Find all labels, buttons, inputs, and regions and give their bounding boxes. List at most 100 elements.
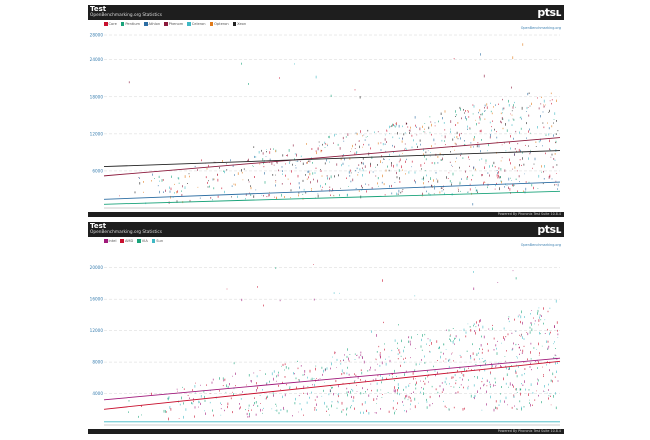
data-point	[340, 187, 341, 189]
data-point	[356, 354, 358, 356]
data-point	[229, 383, 230, 386]
data-point	[521, 408, 522, 411]
data-point	[406, 148, 407, 150]
data-point	[287, 178, 289, 180]
data-point	[490, 373, 491, 375]
data-point	[364, 401, 366, 404]
data-point	[383, 321, 384, 324]
data-point	[554, 354, 556, 356]
data-point	[491, 126, 492, 128]
data-point	[527, 332, 529, 336]
data-point	[473, 271, 474, 273]
data-point	[497, 282, 499, 283]
data-point	[397, 383, 399, 386]
data-point	[487, 172, 489, 174]
data-point	[326, 367, 328, 370]
data-point	[217, 173, 218, 176]
data-point	[313, 378, 315, 380]
data-point	[400, 355, 402, 357]
data-point	[555, 299, 557, 303]
data-point	[289, 161, 290, 164]
data-point	[183, 388, 185, 390]
data-point	[445, 358, 447, 360]
data-point	[469, 128, 471, 130]
data-point	[447, 178, 449, 179]
data-point	[178, 182, 180, 184]
data-point	[224, 170, 225, 174]
data-point	[169, 190, 171, 193]
data-point	[501, 121, 502, 124]
data-point	[334, 175, 335, 178]
data-point	[557, 333, 559, 336]
footer-text: Powered By Phoronix Test Suite 10.8.4	[497, 212, 561, 216]
data-point	[405, 357, 406, 359]
data-point	[311, 188, 312, 190]
data-point	[459, 133, 460, 137]
data-point	[512, 106, 514, 109]
data-point	[328, 408, 329, 410]
data-point	[247, 159, 249, 162]
data-point	[487, 349, 489, 352]
data-point	[325, 183, 326, 186]
data-point	[393, 400, 394, 402]
data-point	[414, 397, 416, 401]
data-point	[496, 182, 497, 185]
legend-item: Core	[104, 21, 117, 27]
data-point	[360, 411, 361, 414]
data-point	[474, 397, 475, 400]
data-point	[380, 408, 381, 410]
data-point	[512, 383, 513, 386]
data-point	[453, 406, 455, 409]
data-point	[521, 106, 523, 110]
data-point	[446, 329, 447, 331]
data-point	[540, 333, 541, 335]
data-point	[538, 324, 539, 326]
data-point	[543, 307, 544, 310]
data-point	[189, 199, 191, 202]
source-link[interactable]: OpenBenchmarking.org	[520, 243, 561, 247]
data-point	[421, 178, 423, 180]
data-point	[489, 136, 491, 139]
data-point	[276, 380, 277, 382]
data-point	[273, 394, 274, 397]
data-point	[252, 165, 253, 167]
data-point	[199, 401, 200, 403]
data-point	[355, 374, 357, 377]
data-point	[403, 361, 405, 364]
data-point	[486, 403, 487, 406]
data-point	[284, 369, 285, 371]
data-point	[340, 363, 342, 365]
data-point	[509, 367, 510, 370]
data-point	[370, 164, 371, 168]
data-point	[367, 136, 368, 137]
data-point	[544, 391, 546, 392]
data-point	[452, 172, 454, 176]
data-point	[536, 349, 537, 350]
data-point	[540, 138, 541, 142]
data-point	[457, 138, 459, 140]
data-point	[383, 158, 384, 160]
data-point	[282, 381, 283, 384]
data-point	[134, 191, 136, 194]
source-link[interactable]: OpenBenchmarking.org	[520, 26, 561, 30]
data-point	[493, 337, 495, 340]
data-point	[431, 184, 432, 187]
data-point	[541, 345, 543, 347]
data-point	[273, 370, 275, 373]
data-point	[403, 349, 404, 353]
data-point	[289, 161, 291, 162]
data-point	[424, 355, 425, 358]
data-point	[515, 343, 517, 346]
legend-item: Celeron	[187, 21, 206, 27]
data-point	[549, 332, 550, 336]
data-point	[543, 99, 545, 103]
data-point	[501, 157, 503, 159]
data-point	[391, 349, 393, 352]
data-point	[249, 412, 250, 416]
data-point	[358, 140, 360, 142]
data-point	[362, 174, 363, 177]
data-point	[471, 179, 472, 181]
data-point	[478, 144, 480, 148]
data-point	[300, 160, 301, 162]
data-point	[480, 387, 481, 390]
